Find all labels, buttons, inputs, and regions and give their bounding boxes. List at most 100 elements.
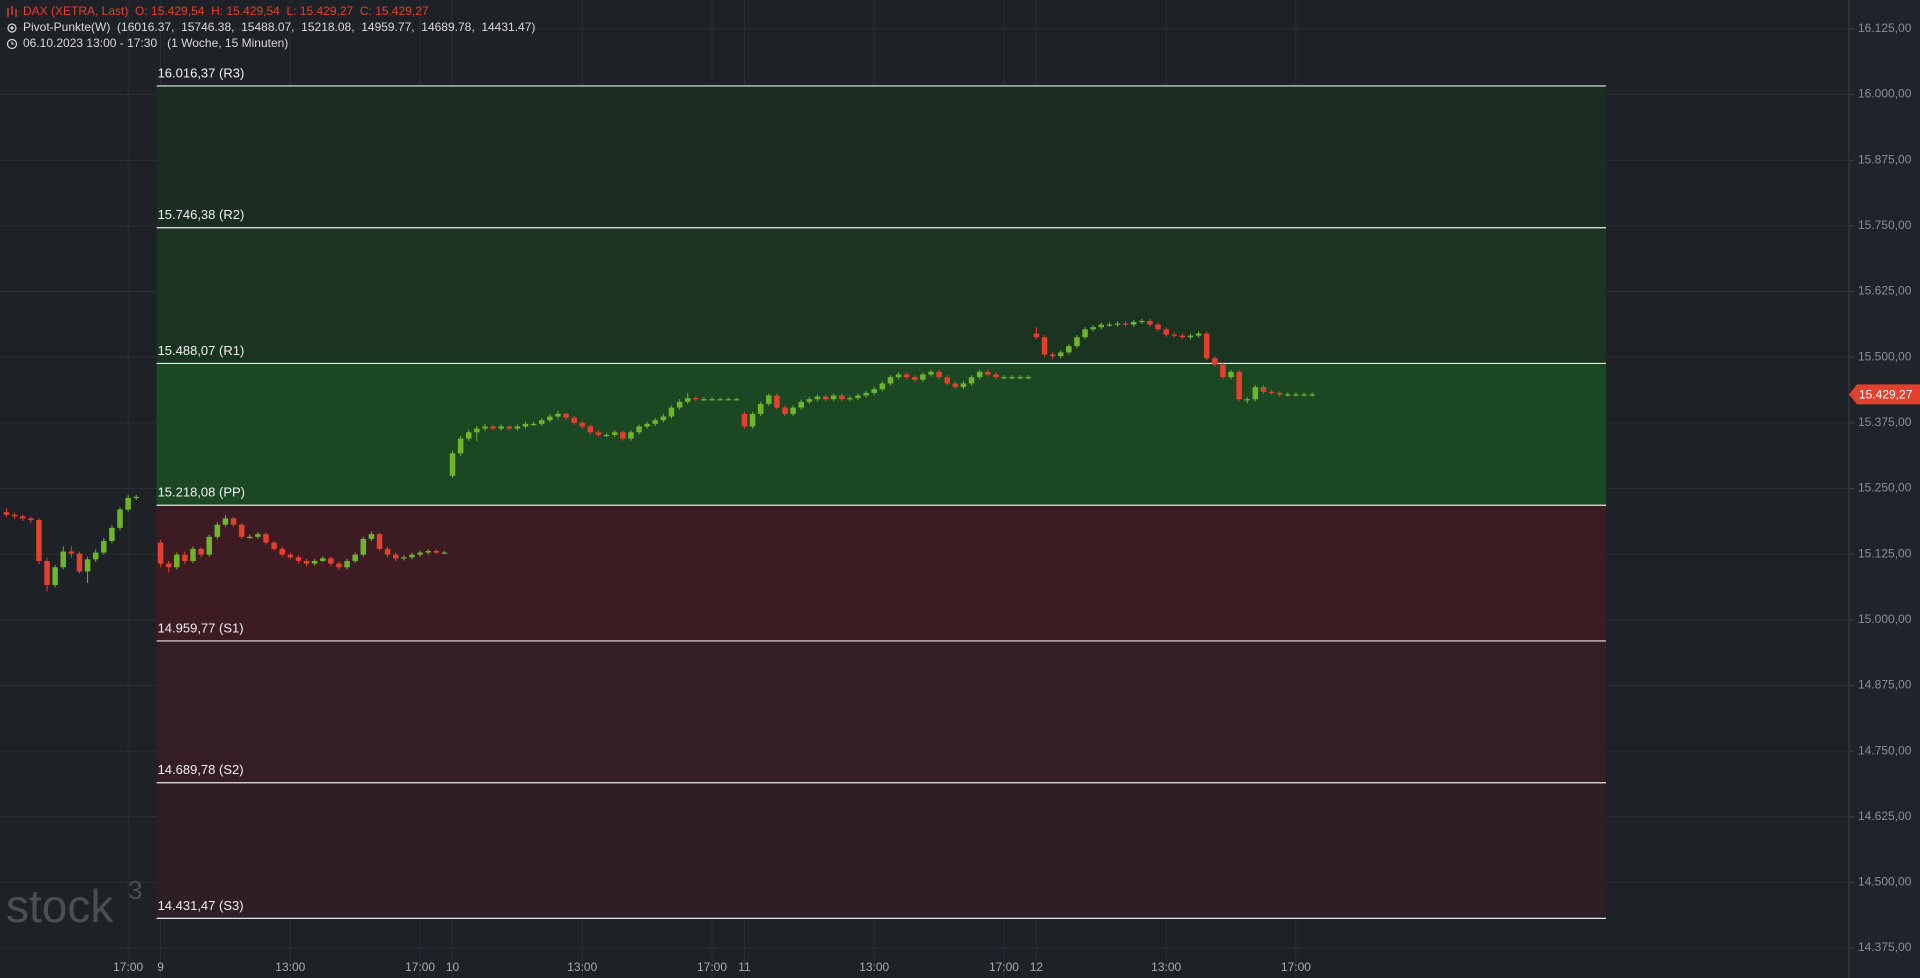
candle-body — [571, 417, 577, 423]
candle-body — [1268, 391, 1275, 394]
candle-body — [522, 423, 529, 427]
candle-body — [498, 426, 504, 429]
y-tick-label: 15.750,00 — [1858, 218, 1912, 232]
candle-body — [1203, 333, 1210, 359]
x-tick-label: 17:00 — [697, 960, 727, 974]
candle-body — [320, 558, 326, 561]
x-tick-label: 13:00 — [275, 960, 305, 974]
candle-body — [863, 392, 869, 396]
y-tick-label: 16.125,00 — [1858, 21, 1912, 35]
candle-body — [1066, 346, 1072, 353]
x-tick-label: 11 — [738, 960, 751, 974]
candle-body — [303, 560, 310, 564]
candle-body — [903, 374, 910, 378]
candle-body — [1041, 337, 1048, 355]
chart-icon — [7, 6, 17, 17]
candle-body — [19, 516, 26, 519]
candle-body — [952, 383, 959, 388]
candle-body — [766, 395, 772, 404]
candle-body — [36, 519, 42, 561]
candle-body — [1017, 377, 1023, 379]
pivot-line: Pivot-Punkte(W) (16016.37, 15746.38, 154… — [23, 20, 535, 34]
candle-body — [336, 563, 342, 568]
candle-body — [214, 524, 221, 537]
candle-body — [425, 550, 431, 553]
candle-body — [68, 551, 75, 554]
x-tick-label: 10 — [446, 960, 460, 974]
x-tick-label: 13:00 — [1151, 960, 1181, 974]
candle-body — [1244, 399, 1251, 401]
header: DAX (XETRA, Last) O: 15.429,54 H: 15.429… — [6, 4, 535, 50]
candle-body — [101, 540, 107, 553]
candle-body — [847, 398, 853, 400]
candle-body — [960, 383, 967, 388]
candle-body — [839, 395, 845, 400]
candle-body — [555, 413, 561, 417]
pivot-label: 14.689,78 (S2) — [158, 762, 244, 777]
candle-body — [1001, 377, 1007, 379]
candle-body — [230, 518, 237, 525]
candle-body — [1293, 394, 1299, 396]
candle-body — [328, 558, 334, 564]
y-tick-label: 15.125,00 — [1858, 546, 1912, 560]
candle-body — [814, 396, 821, 400]
candle-body — [247, 536, 253, 538]
candle-body — [465, 432, 472, 439]
candle-body — [530, 423, 537, 426]
candle-body — [449, 453, 456, 476]
y-tick-label: 16.000,00 — [1858, 87, 1912, 101]
pivot-label: 15.218,08 (PP) — [158, 485, 245, 500]
candle-body — [352, 554, 358, 561]
candle-body — [506, 426, 513, 429]
x-tick-label: 9 — [157, 960, 164, 974]
candle-body — [109, 527, 115, 541]
candle-body — [482, 426, 488, 429]
pivot-icon — [7, 23, 17, 33]
candle-body — [474, 428, 480, 433]
candle-body — [701, 399, 707, 401]
candle-body — [295, 557, 302, 561]
clock-hands — [11, 41, 14, 45]
candle-body — [806, 399, 813, 402]
candle-body — [920, 374, 926, 380]
candle-body — [1130, 321, 1137, 325]
candle-body — [117, 509, 123, 528]
candle-body — [287, 554, 294, 558]
pivot-label: 15.746,38 (R2) — [158, 207, 245, 222]
pivot-zone — [156, 640, 1607, 783]
watermark-sup: 3 — [128, 875, 142, 905]
candle-body — [660, 416, 667, 421]
candle-body — [993, 374, 999, 378]
candle-body — [198, 548, 204, 555]
candle-body — [1122, 323, 1129, 325]
candle-body — [190, 548, 196, 561]
candle-body — [1163, 329, 1169, 335]
candle-body — [871, 389, 877, 393]
candle-body — [1009, 377, 1015, 379]
candle-body — [822, 396, 829, 400]
candles-layer — [3, 318, 1315, 592]
candle-body — [782, 407, 788, 414]
pivot-label: 14.959,77 (S1) — [158, 620, 244, 635]
candle-body — [1260, 387, 1267, 392]
candle-body — [1074, 337, 1080, 347]
candle-body — [912, 377, 918, 380]
price-axis-panel — [1849, 0, 1920, 978]
candle-body — [368, 534, 375, 539]
candle-body — [1147, 320, 1153, 325]
candle-body — [182, 554, 188, 561]
candle-body — [749, 413, 756, 427]
candle-body — [855, 395, 861, 399]
candle-body — [133, 496, 139, 499]
candle-body — [668, 407, 675, 417]
candle-body — [790, 407, 796, 414]
candle-body — [676, 401, 683, 408]
candle-body — [603, 434, 610, 437]
y-tick-label: 14.625,00 — [1858, 809, 1912, 823]
candle-body — [60, 551, 67, 568]
candle-body — [384, 548, 391, 555]
candle-body — [547, 416, 553, 421]
pivot-zone — [156, 85, 1607, 228]
